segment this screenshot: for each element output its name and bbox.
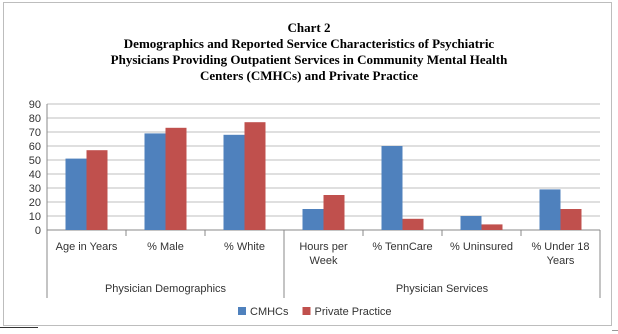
group-label: Physician Demographics bbox=[105, 283, 227, 295]
x-category-label: Age in Years bbox=[56, 241, 118, 253]
y-tick-label: 90 bbox=[29, 99, 41, 111]
legend-swatch-private-practice bbox=[302, 307, 311, 315]
y-tick-label: 30 bbox=[29, 183, 41, 195]
bar-cmhcs bbox=[223, 134, 245, 230]
legend-label-cmhcs: CMHCs bbox=[250, 306, 289, 318]
legend-swatch-cmhcs bbox=[238, 307, 246, 315]
x-category-label: Hours per bbox=[299, 241, 348, 253]
x-category-label: % White bbox=[224, 241, 265, 253]
frame-edge-line-right bbox=[612, 330, 618, 331]
bar-private-practice bbox=[165, 127, 187, 230]
y-tick-label: 20 bbox=[29, 197, 41, 209]
bar-cmhcs bbox=[65, 158, 87, 230]
x-category-label: Years bbox=[547, 255, 575, 267]
bar-cmhcs bbox=[381, 146, 403, 230]
legend-label-private-practice: Private Practice bbox=[315, 306, 392, 318]
bar-private-practice bbox=[323, 195, 345, 230]
y-tick-label: 50 bbox=[29, 155, 41, 167]
y-tick-label: 0 bbox=[35, 225, 41, 237]
bar-private-practice bbox=[402, 218, 424, 230]
x-category-label: Week bbox=[310, 255, 338, 267]
bar-private-practice bbox=[560, 209, 582, 230]
x-category-label: % Uninsured bbox=[450, 241, 513, 253]
x-category-label: % TennCare bbox=[372, 241, 432, 253]
frame-edge-line bbox=[0, 327, 38, 328]
group-label: Physician Services bbox=[396, 283, 489, 295]
chart-title-line-3: Physicians Providing Outpatient Services… bbox=[110, 52, 508, 67]
bar-private-practice bbox=[86, 150, 108, 230]
bar-private-practice bbox=[244, 122, 266, 230]
chart-title-line-4: Centers (CMHCs) and Private Practice bbox=[199, 68, 419, 83]
chart-title-line-1: Chart 2 bbox=[287, 20, 331, 35]
bar-cmhcs bbox=[460, 216, 482, 230]
x-category-label: % Male bbox=[147, 241, 184, 253]
y-tick-label: 40 bbox=[29, 169, 41, 181]
y-tick-label: 80 bbox=[29, 113, 41, 125]
y-tick-label: 60 bbox=[29, 141, 41, 153]
x-category-label: % Under 18 bbox=[531, 241, 589, 253]
y-tick-label: 70 bbox=[29, 127, 41, 139]
y-tick-label: 10 bbox=[29, 211, 41, 223]
bar-private-practice bbox=[481, 224, 503, 230]
bar-cmhcs bbox=[539, 189, 561, 230]
chart-title-line-2: Demographics and Reported Service Charac… bbox=[123, 36, 495, 51]
bar-cmhcs bbox=[302, 209, 324, 230]
bar-cmhcs bbox=[144, 133, 166, 230]
